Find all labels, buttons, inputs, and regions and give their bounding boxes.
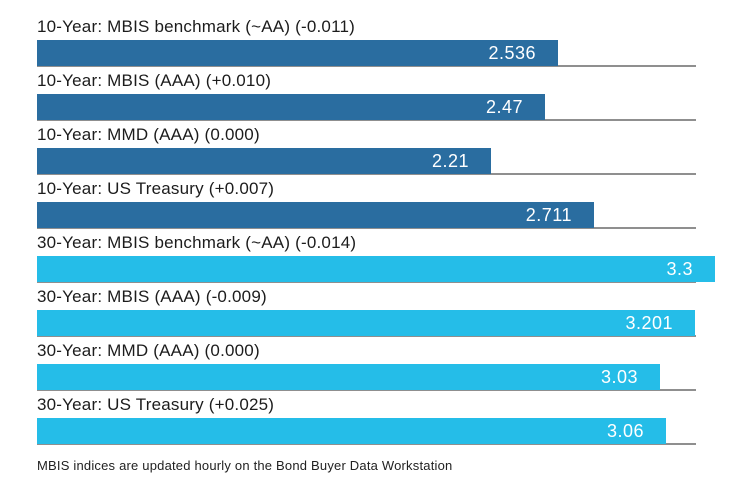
bar-value-label: 2.21 — [431, 150, 469, 171]
bar-track: 3.3 — [37, 256, 715, 283]
bar-value-label: 2.536 — [488, 42, 536, 63]
bar-row: 30-Year: MBIS benchmark (~AA) (-0.014) 3… — [37, 229, 715, 283]
chart-footnote: MBIS indices are updated hourly on the B… — [37, 458, 453, 473]
bar-row: 30-Year: US Treasury (+0.025) 3.06 — [37, 391, 696, 445]
bar-row: 30-Year: MMD (AAA) (0.000) 3.03 — [37, 337, 696, 391]
bar-value-label: 3.03 — [600, 366, 638, 387]
bar: 2.21 — [37, 148, 491, 174]
bar-track: 3.201 — [37, 310, 696, 337]
bar-label: 10-Year: MBIS benchmark (~AA) (-0.011) — [37, 17, 355, 36]
bar-value-label: 2.47 — [485, 96, 523, 117]
bar-value-label: 3.3 — [666, 258, 693, 279]
bar-track: 2.711 — [37, 202, 696, 229]
bar-label: 30-Year: MBIS (AAA) (-0.009) — [37, 287, 267, 306]
bar-value-label: 2.711 — [525, 204, 572, 225]
bar: 3.3 — [37, 256, 715, 282]
bar-label: 10-Year: MMD (AAA) (0.000) — [37, 125, 260, 144]
bar-label: 10-Year: US Treasury (+0.007) — [37, 179, 275, 198]
bar-track: 2.536 — [37, 40, 696, 67]
bar: 2.47 — [37, 94, 545, 120]
bar-track: 2.21 — [37, 148, 696, 175]
bar-value-label: 3.201 — [625, 312, 673, 333]
bar-row: 30-Year: MBIS (AAA) (-0.009) 3.201 — [37, 283, 696, 337]
bar: 2.711 — [37, 202, 594, 228]
bar-row: 10-Year: MMD (AAA) (0.000) 2.21 — [37, 121, 696, 175]
bar: 3.06 — [37, 418, 666, 444]
bar-label: 30-Year: MMD (AAA) (0.000) — [37, 341, 260, 360]
bar: 3.03 — [37, 364, 660, 390]
bar-label: 30-Year: US Treasury (+0.025) — [37, 395, 275, 414]
bar: 3.201 — [37, 310, 695, 336]
bar-label: 30-Year: MBIS benchmark (~AA) (-0.014) — [37, 233, 357, 252]
bar-value-label: 3.06 — [606, 420, 644, 441]
bar-row: 10-Year: MBIS benchmark (~AA) (-0.011) 2… — [37, 13, 696, 67]
bar-row: 10-Year: MBIS (AAA) (+0.010) 2.47 — [37, 67, 696, 121]
bar-track: 3.03 — [37, 364, 696, 391]
bar-row: 10-Year: US Treasury (+0.007) 2.711 — [37, 175, 696, 229]
bar-track: 2.47 — [37, 94, 696, 121]
bar: 2.536 — [37, 40, 558, 66]
bar-track: 3.06 — [37, 418, 696, 445]
bar-label: 10-Year: MBIS (AAA) (+0.010) — [37, 71, 272, 90]
